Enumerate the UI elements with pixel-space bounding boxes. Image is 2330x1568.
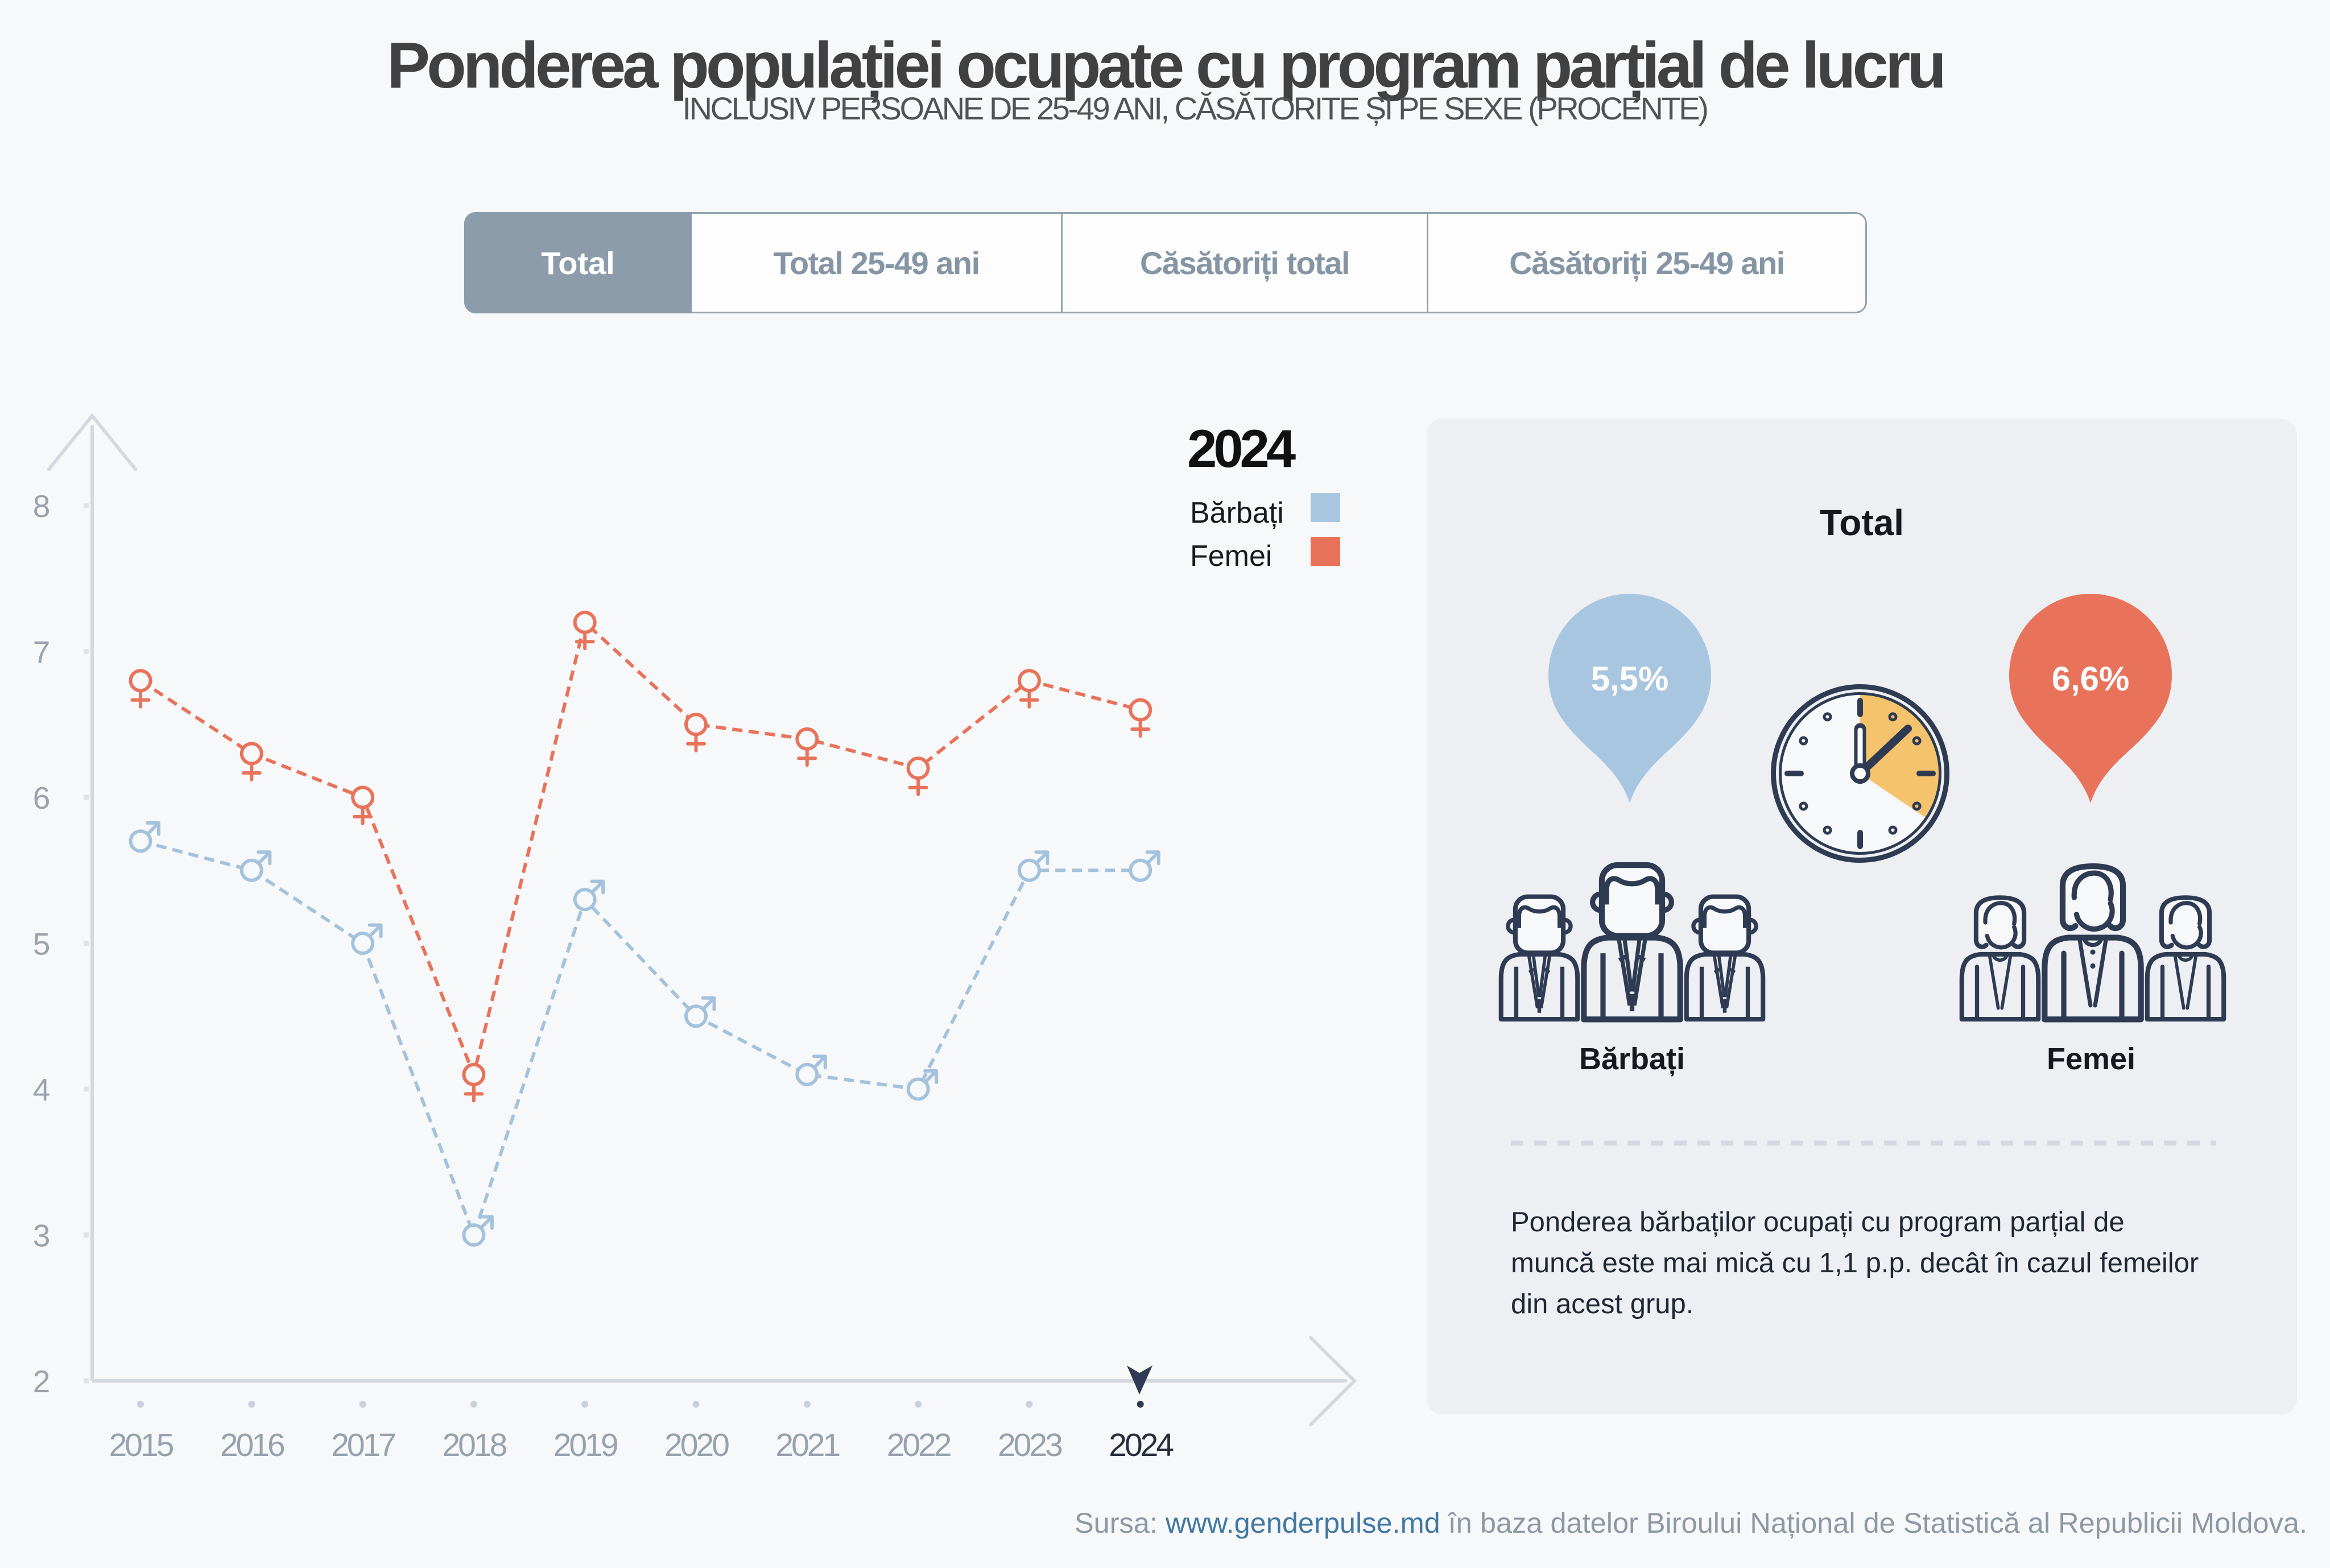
svg-text:2020: 2020 xyxy=(664,1427,729,1463)
svg-text:2024: 2024 xyxy=(1109,1427,1174,1463)
svg-text:2018: 2018 xyxy=(442,1427,506,1463)
svg-text:4: 4 xyxy=(33,1072,51,1107)
svg-text:2019: 2019 xyxy=(553,1427,617,1463)
svg-text:2023: 2023 xyxy=(998,1427,1062,1463)
svg-text:2017: 2017 xyxy=(331,1427,395,1463)
svg-text:8: 8 xyxy=(33,489,51,524)
svg-text:2015: 2015 xyxy=(109,1427,173,1463)
svg-text:2022: 2022 xyxy=(887,1427,951,1463)
svg-text:6: 6 xyxy=(33,780,51,816)
svg-text:3: 3 xyxy=(33,1218,51,1253)
svg-text:6,6%: 6,6% xyxy=(2052,660,2130,698)
svg-text:5: 5 xyxy=(33,926,51,962)
svg-text:7: 7 xyxy=(33,635,51,670)
svg-text:2016: 2016 xyxy=(220,1427,284,1463)
svg-text:5,5%: 5,5% xyxy=(1591,660,1669,698)
svg-text:2021: 2021 xyxy=(775,1427,839,1463)
svg-text:2: 2 xyxy=(33,1364,51,1399)
